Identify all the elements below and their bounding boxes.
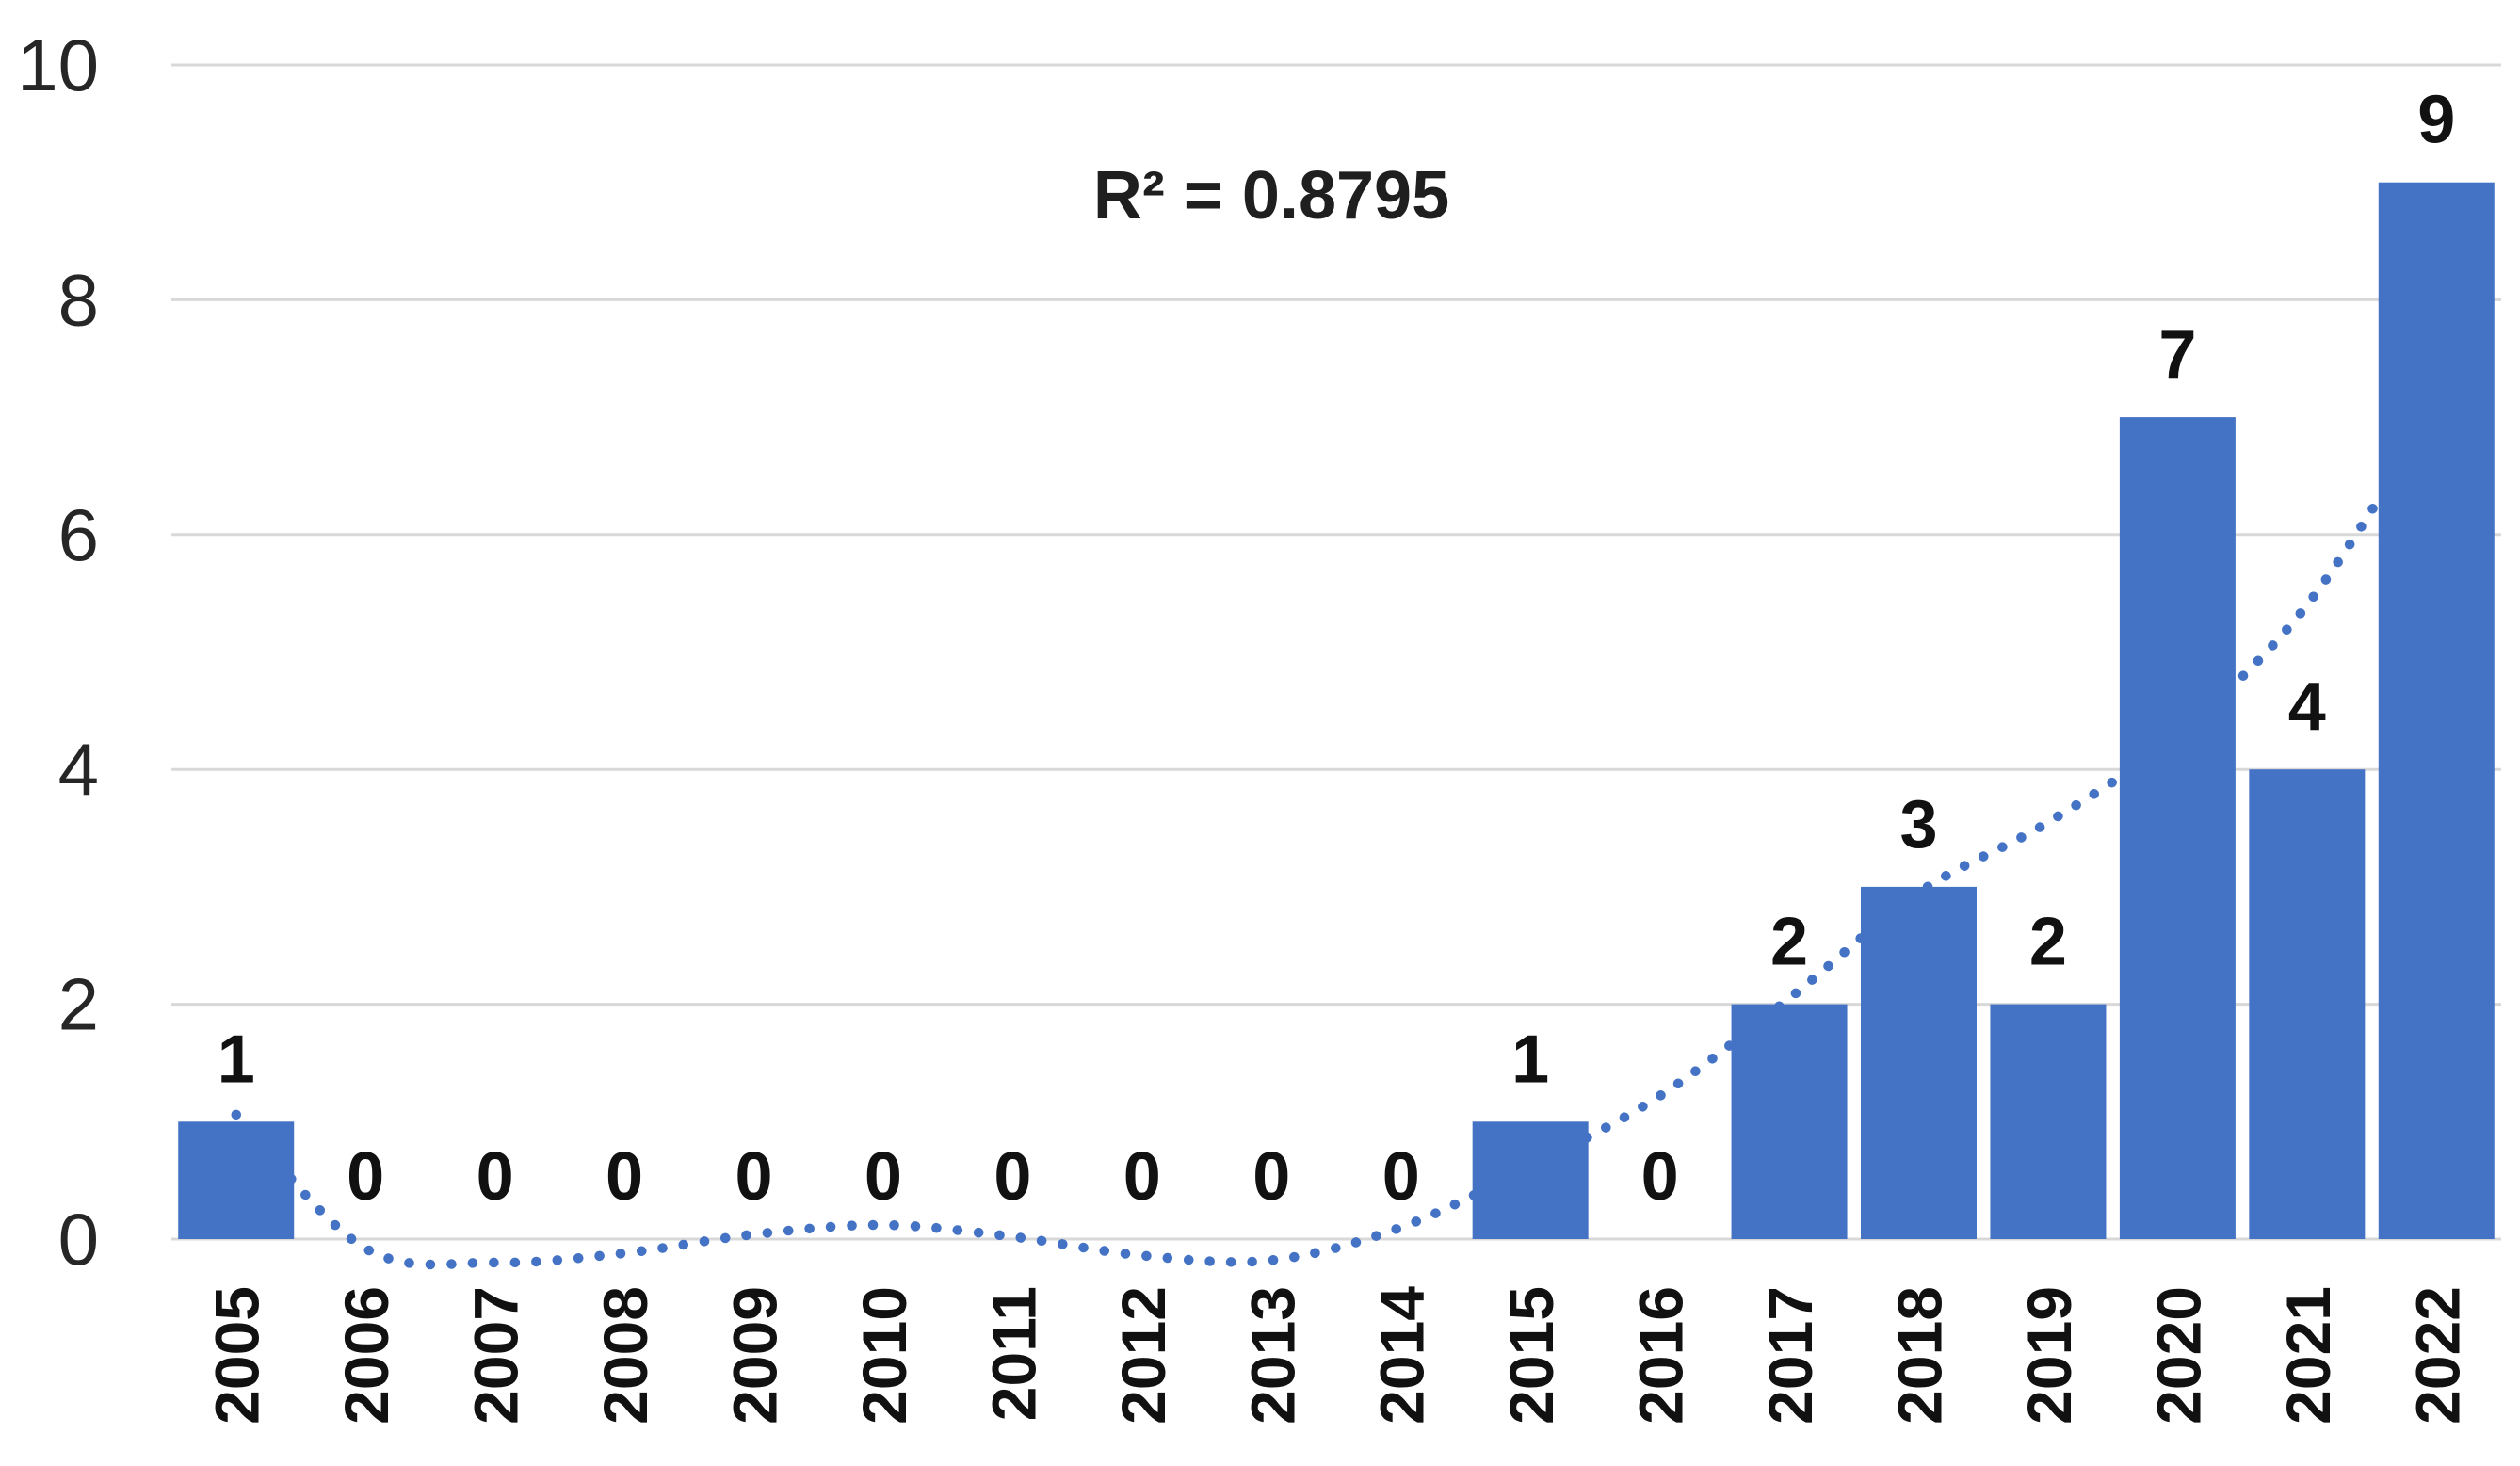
y-tick-label: 10 <box>17 24 99 106</box>
bar-2005 <box>178 1121 295 1239</box>
bar-value-label: 4 <box>2288 669 2326 745</box>
x-axis-year-label: 2018 <box>1885 1286 1955 1425</box>
bar-value-label: 0 <box>1382 1139 1420 1215</box>
bar-value-label: 9 <box>2417 83 2455 158</box>
x-axis-year-label: 2010 <box>849 1286 919 1425</box>
bar-value-label: 0 <box>347 1139 384 1215</box>
bar-value-label: 1 <box>218 1022 255 1097</box>
y-tick-label: 8 <box>58 258 99 341</box>
x-axis-year-label: 2011 <box>978 1286 1048 1421</box>
x-axis-year-label: 2013 <box>1237 1286 1307 1425</box>
x-axis-year-label: 2005 <box>202 1286 272 1425</box>
bar-2021 <box>2249 769 2366 1239</box>
bar-2017 <box>1731 1004 1848 1239</box>
trendline-dotted <box>231 400 2442 1270</box>
bar-value-label: 1 <box>1511 1022 1549 1097</box>
bar-value-label: 2 <box>2029 905 2067 980</box>
bar-value-label: 0 <box>606 1139 643 1215</box>
bar-2015 <box>1472 1121 1589 1239</box>
bar-2020 <box>2119 417 2236 1240</box>
y-tick-label: 6 <box>58 493 99 576</box>
bar-value-label: 3 <box>1899 787 1937 862</box>
x-axis-year-label: 2017 <box>1755 1286 1825 1425</box>
bar-value-label: 0 <box>864 1139 902 1215</box>
x-axis-year-label: 2015 <box>1496 1286 1566 1425</box>
x-axis-year-label: 2009 <box>720 1286 790 1425</box>
bar-value-label: 0 <box>1252 1139 1290 1215</box>
bar-value-label: 0 <box>993 1139 1031 1215</box>
bar-value-label: 7 <box>2158 317 2196 393</box>
y-tick-label: 4 <box>58 728 99 811</box>
bar-value-label: 0 <box>1123 1139 1161 1215</box>
x-axis-year-label: 2007 <box>461 1286 531 1425</box>
x-axis-year-label: 2016 <box>1626 1286 1696 1425</box>
bar-value-label: 0 <box>477 1139 514 1215</box>
bar-2022 <box>2378 182 2495 1240</box>
bar-2018 <box>1861 886 1977 1239</box>
x-axis-year-label: 2020 <box>2143 1286 2213 1425</box>
x-axis-year-label: 2021 <box>2273 1286 2343 1425</box>
y-tick-label: 0 <box>58 1198 99 1281</box>
x-axis-year-label: 2012 <box>1108 1286 1178 1425</box>
x-axis-year-label: 2006 <box>331 1286 401 1425</box>
bar-value-label: 0 <box>1641 1139 1679 1215</box>
x-axis-year-label: 2022 <box>2402 1286 2472 1425</box>
x-axis-year-label: 2008 <box>590 1286 660 1425</box>
bar-value-label: 0 <box>735 1139 772 1215</box>
r-squared-annotation: R² = 0.8795 <box>1093 158 1449 234</box>
x-axis-year-label: 2014 <box>1367 1286 1437 1425</box>
bar-value-label: 2 <box>1770 905 1808 980</box>
y-tick-label: 2 <box>58 963 99 1046</box>
x-axis-year-label: 2019 <box>2014 1286 2084 1425</box>
bar-2019 <box>1990 1004 2107 1239</box>
